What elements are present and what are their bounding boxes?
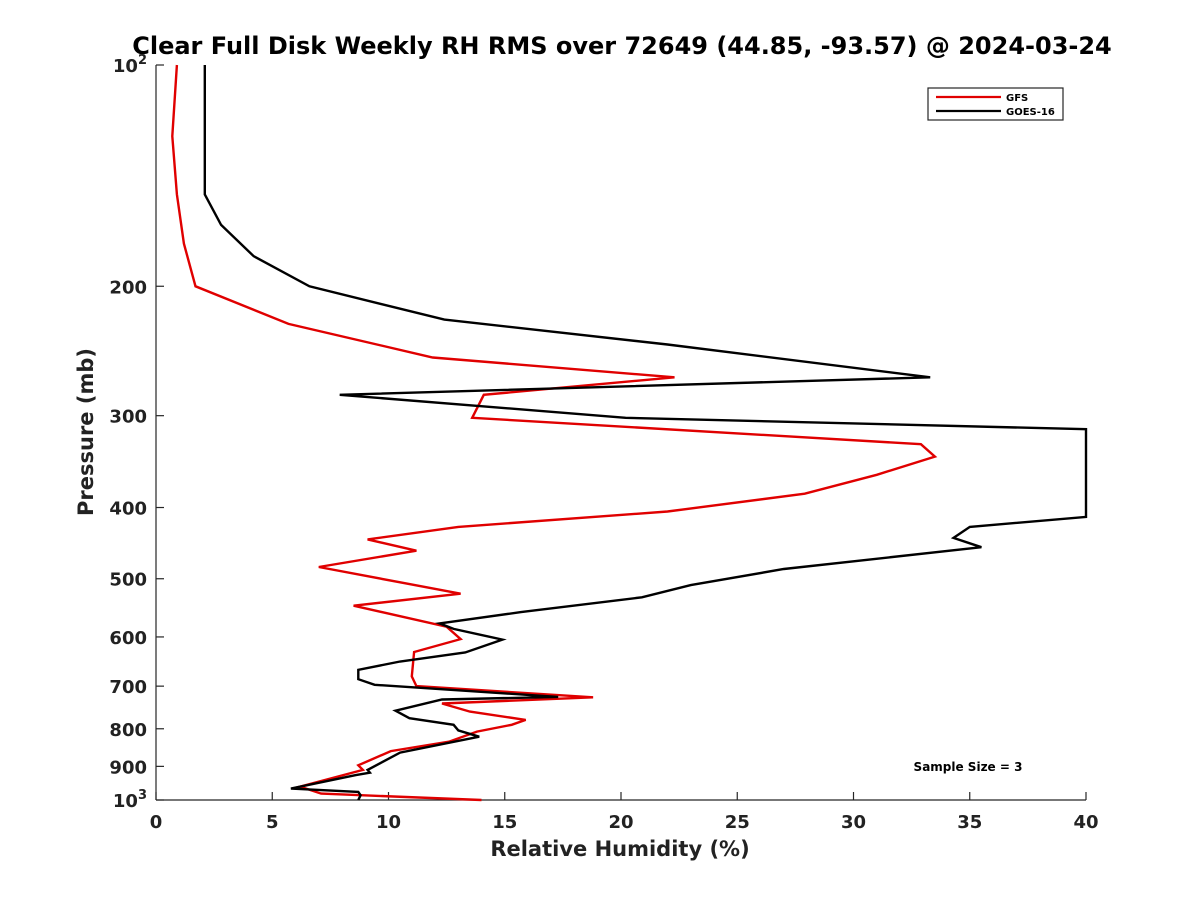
- y-tick-label: 900: [109, 757, 147, 778]
- x-tick-label: 0: [150, 812, 163, 833]
- sample-size-annotation: Sample Size = 3: [914, 760, 1023, 774]
- y-tick-label: 102: [113, 53, 147, 77]
- y-tick-label: 500: [109, 570, 147, 591]
- plot-area: [155, 65, 1086, 801]
- x-tick-label: 15: [492, 812, 517, 833]
- y-tick-label: 300: [109, 407, 147, 428]
- legend-label-goes-16: GOES-16: [1006, 107, 1055, 118]
- y-tick-label: 200: [109, 277, 147, 298]
- x-tick-label: 5: [266, 812, 279, 833]
- y-tick-label: 700: [109, 677, 147, 698]
- x-ticks: 0 5 10 15 20 25 30 35 40: [150, 792, 1099, 833]
- x-tick-label: 20: [608, 812, 633, 833]
- chart-title: Clear Full Disk Weekly RH RMS over 72649…: [132, 32, 1112, 60]
- series-lines: [171, 64, 1088, 802]
- x-tick-label: 40: [1073, 812, 1098, 833]
- y-tick-label: 800: [109, 720, 147, 741]
- x-tick-label: 35: [957, 812, 982, 833]
- x-tick-label: 25: [725, 812, 750, 833]
- y-tick-label: 103: [113, 788, 147, 812]
- legend-box: [927, 87, 1064, 121]
- series-line-gfs: [171, 64, 938, 802]
- y-tick-label: 600: [109, 628, 147, 649]
- legend-label-gfs: GFS: [1006, 93, 1028, 104]
- y-tick-label: 400: [109, 499, 147, 520]
- x-axis-label: Relative Humidity (%): [490, 837, 749, 861]
- legend: GFS GOES-16: [927, 87, 1064, 121]
- x-tick-label: 30: [841, 812, 866, 833]
- series-line-goes-16: [203, 65, 1088, 801]
- y-ticks: 102 200 300 400 500 600 700 800 900 103: [109, 53, 164, 812]
- y-axis-label: Pressure (mb): [74, 348, 98, 516]
- x-tick-label: 10: [376, 812, 401, 833]
